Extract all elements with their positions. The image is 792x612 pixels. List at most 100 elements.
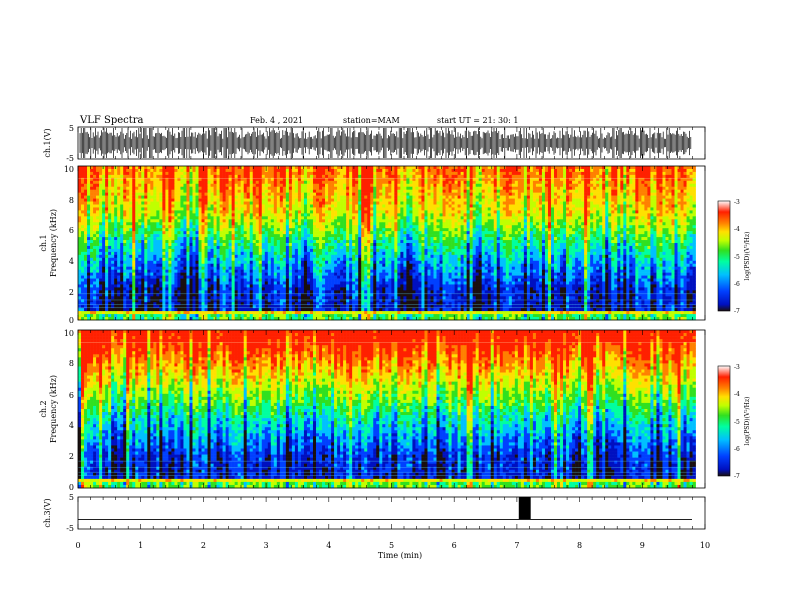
ch1-spectrogram-cell bbox=[692, 189, 696, 193]
ch1-spectrogram-cell bbox=[177, 189, 181, 193]
ch1-spectrogram-cell bbox=[373, 228, 377, 232]
ch1-spectrogram-cell bbox=[590, 213, 594, 217]
ch1-spectrogram-cell bbox=[246, 166, 251, 170]
ch1-spectrogram-cell bbox=[252, 183, 257, 188]
ch1-spectrogram-cell bbox=[258, 195, 263, 199]
ch1-spectrogram-cell bbox=[475, 177, 479, 182]
ch1-spectrogram-cell bbox=[620, 192, 624, 196]
ch1-spectrogram-cell bbox=[334, 207, 338, 211]
ch1-spectrogram-cell bbox=[629, 192, 633, 196]
ch1-spectrogram-cell bbox=[231, 210, 235, 214]
ch1-spectrogram-cell bbox=[340, 201, 344, 205]
ch1-spectrogram-cell bbox=[686, 171, 690, 176]
ch1-spectrogram-cell bbox=[460, 234, 464, 238]
ch1-spectrogram-cell bbox=[174, 231, 178, 235]
ch1-spectrogram-cell bbox=[439, 180, 443, 185]
ch1-spectrogram-cell bbox=[87, 186, 91, 190]
ch1-spectrogram-cell bbox=[563, 204, 567, 208]
ch1-spectrogram-cell bbox=[144, 183, 148, 188]
ch1-spectrogram-cell bbox=[168, 207, 172, 211]
ch1-spectrogram-cell bbox=[626, 219, 630, 223]
ch1-spectrogram-cell bbox=[231, 204, 235, 208]
ch1-spectrogram-cell bbox=[153, 189, 157, 193]
ch1-spectrogram-cell bbox=[168, 198, 172, 202]
ch1-spectrogram-cell bbox=[421, 234, 425, 238]
ch1-spectrogram-cell bbox=[554, 207, 558, 211]
ch1-spectrogram-cell bbox=[563, 207, 567, 211]
ch1-spectrogram-cell bbox=[671, 234, 675, 238]
ch1-spectrogram-cell bbox=[186, 222, 190, 226]
ch1-spectrogram-cell bbox=[294, 228, 299, 232]
ch1-spectrogram-cell bbox=[291, 204, 296, 208]
ch1-spectrogram-cell bbox=[409, 204, 413, 208]
ch1-spectrogram-cell bbox=[294, 231, 299, 235]
ch1-spectrogram-cell bbox=[487, 234, 492, 238]
ch1-spectrogram-cell bbox=[138, 201, 142, 205]
ch1-spectrogram-cell bbox=[258, 204, 263, 208]
ch1-spectrogram-cell bbox=[614, 180, 618, 185]
ch1-spectrogram-cell bbox=[680, 189, 684, 193]
ch1-spectrogram-cell bbox=[150, 228, 154, 232]
ch1-spectrogram-cell bbox=[436, 168, 440, 173]
ch1-spectrogram-cell bbox=[388, 207, 392, 211]
ch1-spectrogram-cell bbox=[114, 189, 118, 193]
ch1-spectrogram-cell bbox=[189, 168, 193, 173]
ch1-spectrogram-cell bbox=[650, 189, 654, 193]
ch1-spectrogram-cell bbox=[117, 183, 121, 188]
ch1-spectrogram-cell bbox=[120, 222, 124, 226]
ch1-spectrogram-cell bbox=[499, 180, 504, 185]
ch1-spectrogram-cell bbox=[144, 210, 148, 214]
ch1-spectrogram-cell bbox=[653, 174, 657, 179]
ch1-spectrogram-cell bbox=[358, 201, 362, 205]
ch1-spectrogram-cell bbox=[276, 207, 281, 211]
ch1-spectrogram-cell bbox=[535, 183, 540, 188]
ch1-spectrogram-cell bbox=[436, 166, 440, 170]
ch1-spectrogram-cell bbox=[385, 210, 389, 214]
ch1-spectrogram-cell bbox=[535, 201, 540, 205]
ch1-spectrogram-cell bbox=[668, 171, 672, 176]
ch1-spectrogram-cell bbox=[96, 198, 100, 202]
ch1-spectrogram-cell bbox=[364, 168, 368, 173]
ch1-spectrogram-cell bbox=[508, 219, 513, 223]
ch1-spectrogram-cell bbox=[442, 216, 446, 220]
ch1-spectrogram-cell bbox=[502, 213, 507, 217]
ch1-spectrogram-cell bbox=[240, 180, 244, 185]
ch1-spectrogram-cell bbox=[370, 204, 374, 208]
ch1-spectrogram-cell bbox=[445, 189, 449, 193]
ch1-spectrogram-cell bbox=[334, 201, 338, 205]
ch1-spectrogram-cell bbox=[382, 183, 386, 188]
ch1-spectrogram-cell bbox=[557, 195, 561, 199]
ch1-spectrogram-cell bbox=[364, 231, 368, 235]
ch1-spectrogram-cell bbox=[647, 198, 651, 202]
ch1-spectrogram-cell bbox=[105, 207, 109, 211]
ch1-spectrogram-cell bbox=[300, 225, 305, 229]
ch1-spectrogram-cell bbox=[617, 198, 621, 202]
ch1-spectrogram-cell bbox=[526, 168, 531, 173]
ch1-spectrogram-cell bbox=[213, 177, 217, 182]
ch1-spectrogram-cell bbox=[129, 219, 133, 223]
ch1-spectrogram-cell bbox=[358, 174, 362, 179]
ch1-spectrogram-cell bbox=[680, 228, 684, 232]
ch1-spectrogram-cell bbox=[418, 222, 422, 226]
ch1-spectrogram-cell bbox=[538, 174, 543, 179]
ch1-spectrogram-cell bbox=[138, 210, 142, 214]
ch1-spectrogram-cell bbox=[99, 222, 103, 226]
ch1-spectrogram-cell bbox=[541, 198, 546, 202]
ch1-spectrogram-cell bbox=[337, 207, 341, 211]
ch1-spectrogram-cell bbox=[108, 201, 112, 205]
ch1-spectrogram-cell bbox=[349, 177, 353, 182]
ch1-spectrogram-cell bbox=[511, 219, 516, 223]
ch1-spectrogram-cell bbox=[105, 216, 109, 220]
ch1-spectrogram-cell bbox=[258, 222, 263, 226]
ch1-spectrogram-cell bbox=[243, 210, 248, 214]
ch1-spectrogram-cell bbox=[424, 198, 428, 202]
ch1-spectrogram-cell bbox=[599, 168, 603, 173]
ch1-spectrogram-cell bbox=[406, 166, 410, 170]
ch1-spectrogram-cell bbox=[611, 180, 615, 185]
ch1-spectrogram-cell bbox=[312, 213, 317, 217]
ch1-spectrogram-cell bbox=[584, 216, 588, 220]
ch1-spectrogram-cell bbox=[508, 210, 513, 214]
ch1-spectrogram-cell bbox=[662, 186, 666, 190]
ch1-spectrogram-cell bbox=[469, 186, 473, 190]
ch1-spectrogram-cell bbox=[554, 219, 558, 223]
